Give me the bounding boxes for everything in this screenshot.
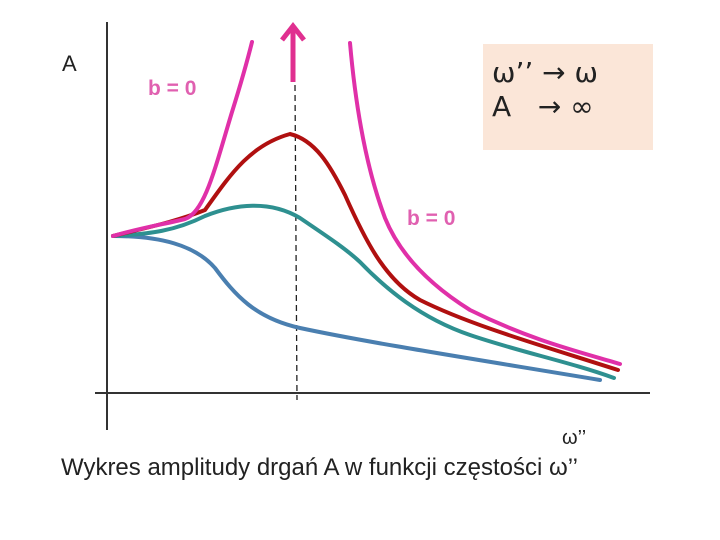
figure-caption: Wykres amplitudy drgań A w funkcji częst… (61, 454, 578, 481)
b-zero-label-top: b = 0 (148, 77, 196, 100)
resonance-dashed-line (294, 84, 298, 401)
info-box (483, 44, 653, 150)
x-axis-label: ω’’ (562, 427, 586, 449)
y-axis-label: A (62, 51, 77, 76)
curve-magenta-no-damping-right (348, 41, 622, 366)
curve-magenta-no-damping-left (111, 40, 254, 238)
arrow-up-icon (280, 21, 306, 82)
b-zero-label-middle: b = 0 (407, 207, 455, 230)
curve-teal-medium-damping (111, 203, 616, 380)
info-box-line-1: ω’’ → ω (492, 56, 598, 89)
curve-blue-high-damping (111, 234, 602, 382)
info-box-line-2: A → ∞ (492, 90, 594, 123)
curve-red-low-damping (111, 131, 620, 372)
